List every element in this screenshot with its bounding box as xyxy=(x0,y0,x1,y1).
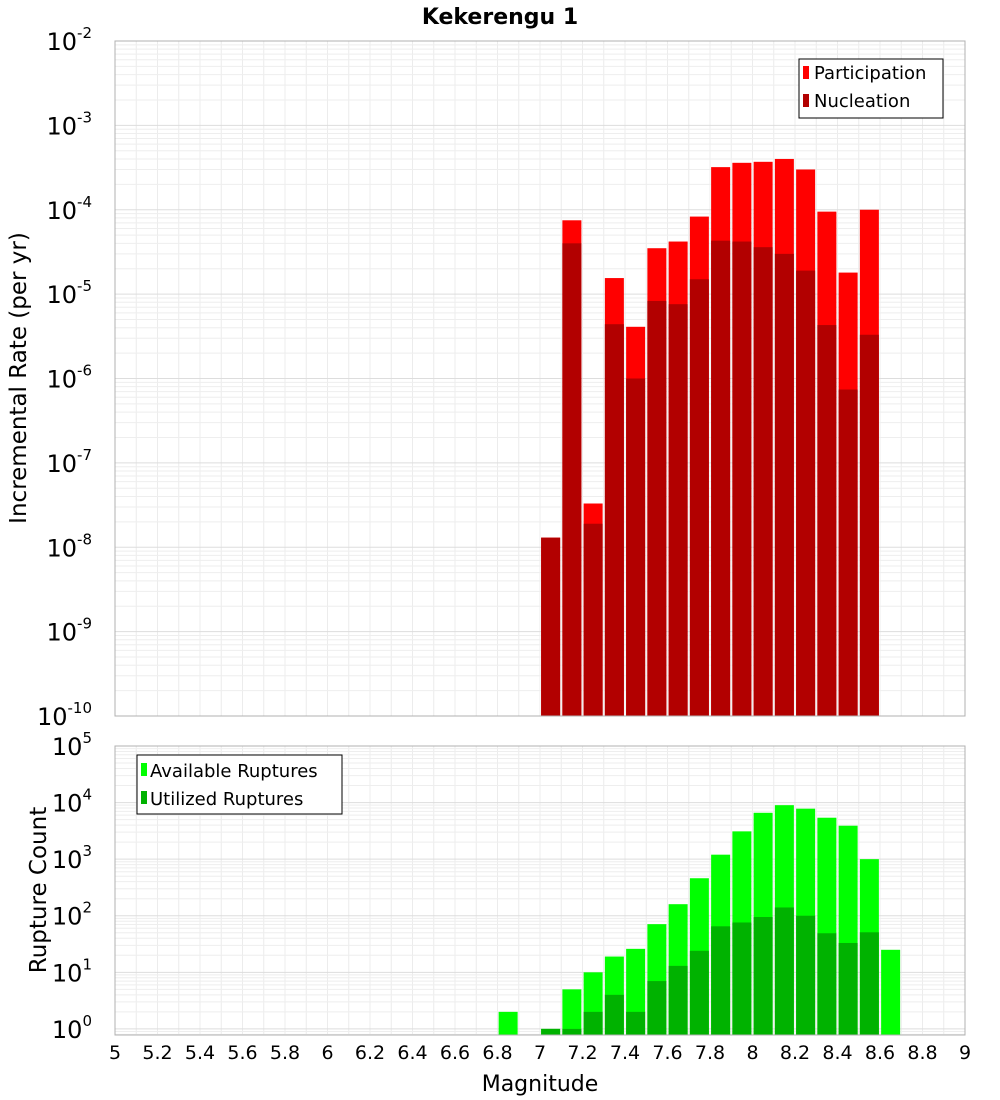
x-tick-label: 7 xyxy=(534,1042,546,1064)
bar-utilized-ruptures xyxy=(689,950,709,1035)
top-y-tick-labels: 10-10 10-9 10-8 10-7 10-6 10-5 10-4 10-3 10-2 xyxy=(37,24,92,731)
bar-utilized-ruptures xyxy=(668,965,688,1035)
top-bars xyxy=(541,158,879,717)
legend-label-nucleation: Nucleation xyxy=(814,91,910,112)
bottom-plot-border xyxy=(114,745,966,1036)
bar-nucleation xyxy=(689,279,709,716)
bar-utilized-ruptures xyxy=(732,922,752,1035)
bar-utilized-ruptures xyxy=(647,981,667,1035)
y-tick-label: 101 xyxy=(52,955,92,987)
x-tick-label: 6.2 xyxy=(355,1042,385,1064)
bar-utilized-ruptures xyxy=(604,994,624,1035)
y-tick-label: 102 xyxy=(52,899,92,931)
bar-utilized-ruptures xyxy=(817,933,837,1035)
top-legend: Participation Nucleation xyxy=(798,58,944,119)
bar-available-ruptures xyxy=(498,1011,518,1035)
y-tick-label: 10-9 xyxy=(46,615,92,647)
x-tick-label: 7.2 xyxy=(567,1042,597,1064)
bar-utilized-ruptures xyxy=(774,907,794,1035)
x-tick-label: 5.4 xyxy=(185,1042,215,1064)
bar-utilized-ruptures xyxy=(796,915,816,1035)
x-tick-label: 7.4 xyxy=(610,1042,640,1064)
y-tick-label: 10-3 xyxy=(46,108,92,140)
y-tick-label: 10-8 xyxy=(46,530,92,562)
x-tick-labels: 5 5.2 5.4 5.6 5.8 6 6.2 6.4 6.6 6.8 7 7.2 7.4 7.6 7.8 8… xyxy=(109,1042,971,1064)
bar-available-ruptures xyxy=(562,989,582,1035)
y-tick-label: 10-2 xyxy=(46,24,92,56)
bar-utilized-ruptures xyxy=(562,1028,582,1035)
x-tick-label: 6.6 xyxy=(440,1042,470,1064)
bar-nucleation xyxy=(626,378,646,716)
y-tick-label: 10-7 xyxy=(46,446,92,478)
bar-nucleation xyxy=(583,523,603,716)
x-tick-label: 6 xyxy=(321,1042,333,1064)
y-tick-label: 105 xyxy=(52,729,92,761)
y-tick-label: 104 xyxy=(52,786,92,818)
x-tick-label: 5 xyxy=(109,1042,121,1064)
x-tick-label: 7.8 xyxy=(695,1042,725,1064)
top-legend-box xyxy=(798,58,944,119)
bar-utilized-ruptures xyxy=(583,1011,603,1035)
bar-utilized-ruptures xyxy=(711,926,731,1035)
x-tick-label: 8.8 xyxy=(907,1042,937,1064)
top-grid xyxy=(114,41,966,717)
x-tick-label: 8.6 xyxy=(865,1042,895,1064)
bar-utilized-ruptures xyxy=(753,916,773,1035)
bar-nucleation xyxy=(732,241,752,717)
x-tick-label: 5.6 xyxy=(227,1042,257,1064)
bar-utilized-ruptures xyxy=(626,1011,646,1035)
y-tick-label: 100 xyxy=(52,1012,92,1044)
bar-utilized-ruptures xyxy=(541,1028,561,1035)
bottom-y-tick-labels: 100 101 102 103 104 105 xyxy=(52,729,92,1044)
x-tick-label: 7.6 xyxy=(652,1042,682,1064)
bar-available-ruptures xyxy=(881,949,901,1035)
x-tick-label: 8 xyxy=(746,1042,758,1064)
x-tick-label: 9 xyxy=(959,1042,971,1064)
legend-label-utilized: Utilized Ruptures xyxy=(150,789,303,810)
bottom-legend-box xyxy=(136,754,343,815)
bar-utilized-ruptures xyxy=(838,942,858,1035)
bar-nucleation xyxy=(774,253,794,716)
bar-nucleation xyxy=(668,304,688,716)
bar-nucleation xyxy=(796,270,816,716)
y-tick-label: 10-10 xyxy=(37,699,92,731)
legend-swatch-utilized xyxy=(141,791,147,804)
x-tick-label: 5.8 xyxy=(270,1042,300,1064)
bar-nucleation xyxy=(562,243,582,717)
y-tick-label: 10-5 xyxy=(46,277,92,309)
y-tick-label: 10-4 xyxy=(46,193,92,225)
y-tick-label: 103 xyxy=(52,842,92,874)
x-axis-label: Magnitude xyxy=(482,1072,599,1097)
bar-nucleation xyxy=(541,537,561,716)
bar-nucleation xyxy=(859,334,879,716)
x-tick-label: 8.2 xyxy=(780,1042,810,1064)
legend-swatch-nucleation xyxy=(803,94,809,107)
top-y-axis-label: Incremental Rate (per yr) xyxy=(6,232,32,524)
x-tick-label: 5.2 xyxy=(142,1042,172,1064)
bar-nucleation xyxy=(604,324,624,716)
legend-swatch-available xyxy=(141,763,147,776)
bar-utilized-ruptures xyxy=(859,932,879,1035)
legend-swatch-participation xyxy=(803,66,809,79)
bottom-y-axis-label: Rupture Count xyxy=(26,807,52,973)
bottom-legend: Available Ruptures Utilized Ruptures xyxy=(136,754,343,815)
chart-title: Kekerengu 1 xyxy=(422,5,578,30)
legend-label-participation: Participation xyxy=(814,63,926,84)
bar-nucleation xyxy=(647,300,667,716)
bottom-bars xyxy=(498,805,901,1035)
bar-nucleation xyxy=(817,325,837,716)
y-tick-label: 10-6 xyxy=(46,362,92,394)
bar-nucleation xyxy=(838,389,858,716)
x-tick-label: 6.8 xyxy=(482,1042,512,1064)
x-tick-label: 6.4 xyxy=(397,1042,427,1064)
bar-nucleation xyxy=(711,240,731,717)
x-tick-label: 8.4 xyxy=(822,1042,852,1064)
legend-label-available: Available Ruptures xyxy=(150,761,318,782)
bar-nucleation xyxy=(753,247,773,716)
top-plot-border xyxy=(114,40,966,717)
